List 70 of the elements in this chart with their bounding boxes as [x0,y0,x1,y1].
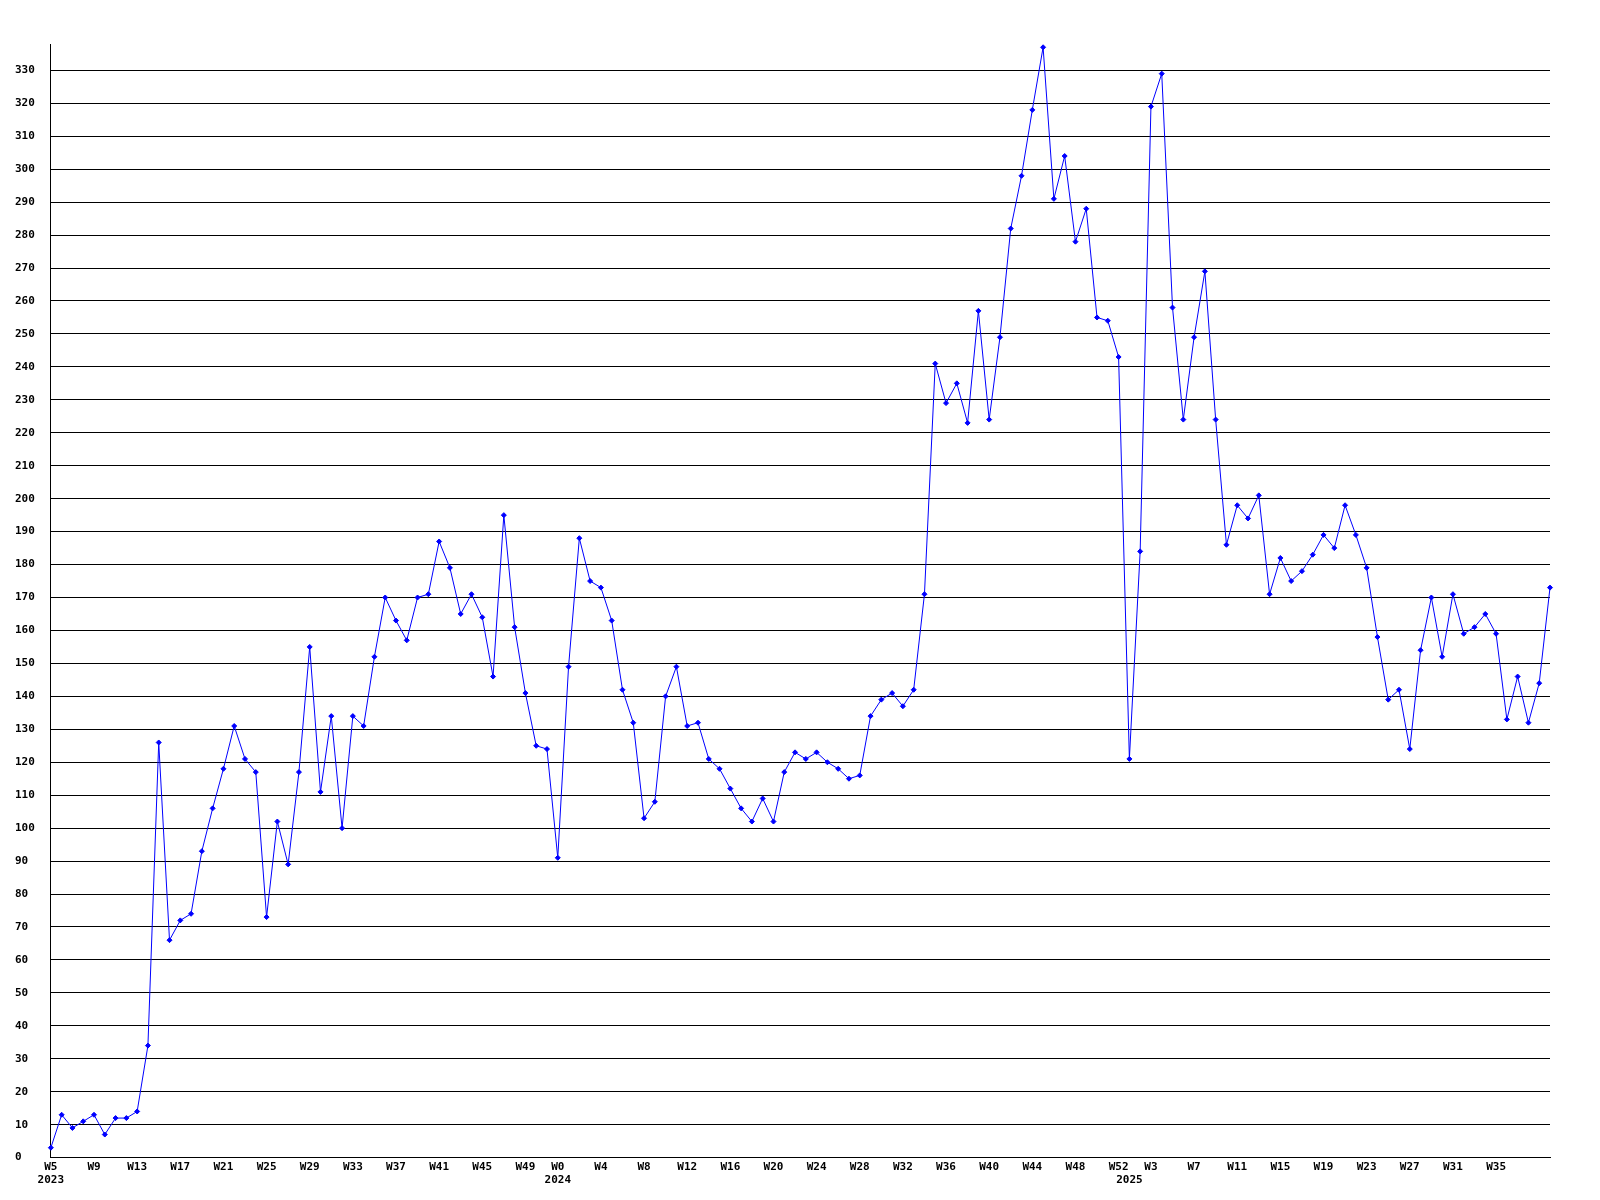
x-tick-label: W52 [1108,1160,1129,1174]
y-tick-label: 180 [15,557,35,571]
y-tick-label: 200 [15,491,35,505]
x-tick-label: W9 [87,1160,101,1174]
y-tick-label: 150 [15,656,35,670]
x-tick-label: W5 2023 [37,1160,65,1187]
y-tick-label: 100 [15,820,35,834]
x-tick-label: W49 [515,1160,536,1174]
x-tick-label: W44 [1022,1160,1043,1174]
x-tick-label: W16 [720,1160,741,1174]
y-tick-label: 40 [15,1018,29,1032]
x-tick-label: W8 [637,1160,651,1174]
y-tick-label: 30 [15,1051,29,1065]
x-tick-label: W48 [1065,1160,1086,1174]
y-tick-label: 120 [15,755,35,769]
y-tick-label: 270 [15,260,35,274]
x-tick-label: W19 [1313,1160,1334,1174]
x-tick-label: W13 [127,1160,148,1174]
x-tick-label: W4 [594,1160,608,1174]
y-tick-label: 330 [15,63,35,77]
x-tick-label: W20 [763,1160,784,1174]
y-tick-label: 260 [15,293,35,307]
y-tick-label: 130 [15,722,35,736]
x-tick-label: W0 2024 [544,1160,572,1187]
x-tick-label: W45 [472,1160,493,1174]
x-tick-label: W40 [979,1160,1000,1174]
y-tick-label: 240 [15,359,35,373]
y-tick-label: 80 [15,886,29,900]
x-tick-label: W35 [1486,1160,1507,1174]
y-tick-label: 50 [15,985,29,999]
x-tick-label: W15 [1270,1160,1291,1174]
x-tick-label: W7 [1187,1160,1201,1174]
y-tick-label: 310 [15,129,35,143]
y-tick-label: 320 [15,96,35,110]
y-tick-label: 160 [15,623,35,637]
x-tick-label: W28 [849,1160,870,1174]
x-tick-label: W24 [806,1160,827,1174]
x-tick-label: 2025 [1116,1173,1143,1187]
x-tick-label: W23 [1356,1160,1377,1174]
x-tick-label: W36 [936,1160,957,1174]
y-tick-label: 170 [15,590,35,604]
x-tick-label: W32 [892,1160,913,1174]
y-tick-label: 60 [15,952,29,966]
y-tick-label: 0 [15,1150,22,1164]
y-tick-label: 190 [15,524,35,538]
x-tick-label: W21 [213,1160,234,1174]
y-tick-label: 300 [15,162,35,176]
y-tick-label: 290 [15,195,35,208]
y-tick-label: 90 [15,853,29,867]
y-tick-label: 250 [15,326,35,340]
x-tick-label: W41 [429,1160,450,1174]
x-tick-label: W37 [386,1160,406,1174]
y-tick-label: 210 [15,458,35,472]
y-tick-label: 70 [15,919,29,933]
x-tick-label: W31 [1443,1160,1464,1174]
x-tick-label: W17 [170,1160,191,1174]
x-tick-label: W29 [299,1160,320,1174]
y-tick-label: 20 [15,1084,29,1098]
y-tick-label: 10 [15,1117,29,1131]
y-tick-label: 140 [15,689,35,703]
y-tick-label: 220 [15,425,35,439]
y-tick-label: 110 [15,788,35,802]
x-tick-label: W12 [677,1160,698,1174]
y-tick-label: 280 [15,227,35,241]
x-tick-label: W27 [1399,1160,1420,1174]
x-tick-label: W11 [1227,1160,1248,1174]
x-tick-label: W25 [256,1160,277,1174]
x-tick-label: W3 [1144,1160,1158,1174]
y-tick-label: 230 [15,392,35,406]
x-tick-label: W33 [342,1160,363,1174]
